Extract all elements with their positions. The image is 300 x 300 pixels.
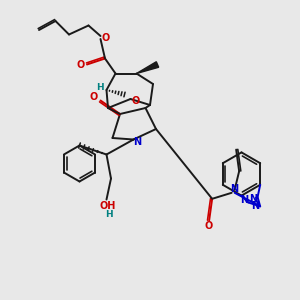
Text: O: O <box>76 59 85 70</box>
Text: H: H <box>105 210 112 219</box>
Text: O: O <box>204 221 213 231</box>
Text: O: O <box>102 33 110 43</box>
Text: N: N <box>240 195 248 205</box>
Text: O: O <box>90 92 98 103</box>
Polygon shape <box>136 62 159 74</box>
Text: N: N <box>133 137 142 147</box>
Text: H: H <box>96 82 104 91</box>
Text: N: N <box>251 201 259 211</box>
Text: O: O <box>132 95 140 106</box>
Text: OH: OH <box>100 201 116 211</box>
Text: N: N <box>231 184 239 194</box>
Text: N: N <box>250 194 258 205</box>
